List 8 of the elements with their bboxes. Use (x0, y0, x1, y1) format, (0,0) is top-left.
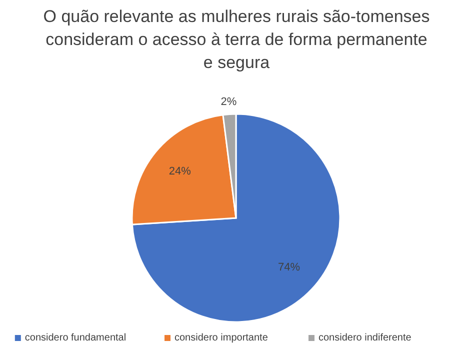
pie-slice (131, 113, 341, 323)
chart-title: O quão relevante as mulheres rurais são-tomenses consideram o acesso à terra de forma permanente e segura (43, 7, 430, 72)
legend-label: considero indiferente (318, 332, 412, 344)
data-label: 74% (278, 262, 300, 274)
data-label: 2% (220, 96, 237, 108)
legend-label: considero fundamental (24, 332, 126, 344)
data-label: 24% (168, 166, 192, 178)
legend-label: considero importante (174, 332, 268, 344)
